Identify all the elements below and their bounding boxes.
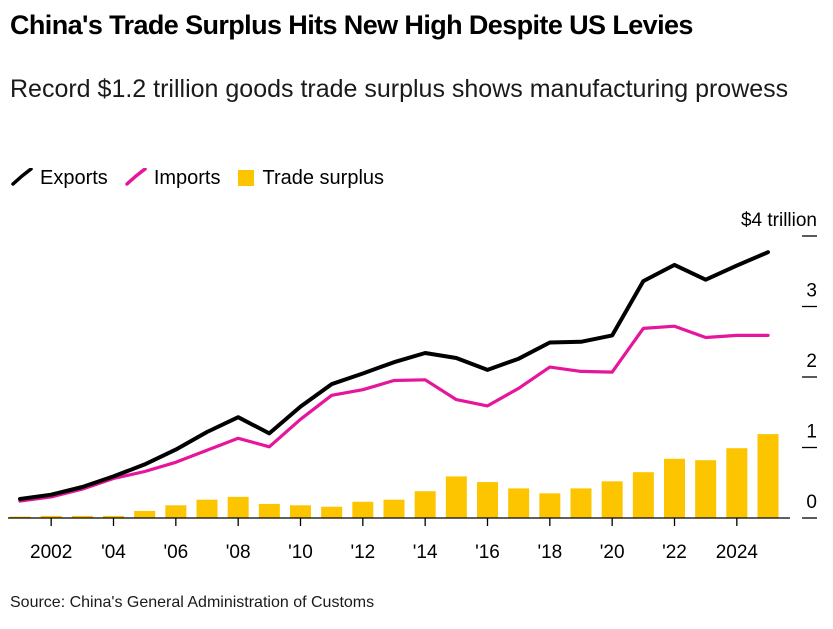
x-tick-label: 2002 <box>30 542 72 563</box>
surplus-bar <box>445 476 467 518</box>
chart-title: China's Trade Surplus Hits New High Desp… <box>10 10 693 40</box>
surplus-bar <box>196 499 218 518</box>
chart-subtitle: Record $1.2 trillion goods trade surplus… <box>10 75 789 103</box>
source-note: Source: China's General Administration o… <box>10 594 375 611</box>
legend-item-exports: Exports <box>10 167 108 190</box>
surplus-bar <box>601 481 623 518</box>
exports-swatch-line <box>11 168 33 186</box>
surplus-bar <box>321 506 343 518</box>
imports-swatch-line <box>125 168 147 186</box>
x-tick-label: '20 <box>600 542 625 563</box>
surplus-bar <box>71 515 93 518</box>
surplus-bar <box>757 434 779 518</box>
exports-swatch-icon <box>11 168 33 186</box>
x-tick-label: '12 <box>350 542 375 563</box>
x-tick-label: '16 <box>475 542 500 563</box>
surplus-bar <box>414 491 436 518</box>
surplus-bar <box>103 515 124 518</box>
surplus-bar <box>632 472 654 518</box>
surplus-bar <box>477 482 498 518</box>
y-tick-label: 2 <box>806 351 817 372</box>
imports-swatch-icon <box>125 168 147 186</box>
legend: Exports Imports Trade surplus <box>10 164 400 192</box>
surplus-bar <box>40 515 62 518</box>
surplus-bar <box>508 488 530 518</box>
surplus-bar <box>539 493 561 518</box>
chart-plot: 0 1 2 3 $4 trillion 2002 '04 '06 '08 '10 '12 '14 '16… <box>8 210 817 563</box>
surplus-bar <box>258 503 280 518</box>
surplus-bar <box>695 460 717 518</box>
surplus-bar <box>726 448 748 518</box>
legend-item-imports: Imports <box>124 167 221 190</box>
surplus-bar <box>352 501 374 518</box>
surplus-bar <box>570 488 592 518</box>
surplus-bar <box>9 516 31 518</box>
x-tick-label: '10 <box>288 542 313 563</box>
legend-label-imports: Imports <box>153 166 221 189</box>
x-tick-label: '06 <box>163 542 188 563</box>
x-tick-label: '04 <box>101 542 126 563</box>
imports-line <box>18 324 770 503</box>
surplus-bar <box>664 458 685 518</box>
surplus-bar <box>290 505 311 518</box>
x-tick-label: 2024 <box>716 542 759 563</box>
surplus-bar <box>165 505 187 518</box>
surplus-swatch-square <box>237 170 254 186</box>
surplus-swatch-icon <box>237 170 254 186</box>
y-tick-label: $4 trillion <box>741 210 817 231</box>
surplus-bar <box>227 496 249 518</box>
surplus-bar <box>383 499 405 518</box>
legend-label-exports: Exports <box>40 166 108 189</box>
exports-line <box>18 250 770 501</box>
legend-label-surplus: Trade surplus <box>262 166 385 189</box>
y-tick-label: 1 <box>806 422 817 443</box>
x-tick-label: '14 <box>413 542 438 563</box>
legend-item-surplus: Trade surplus <box>237 166 385 190</box>
y-tick-label: 3 <box>806 281 817 302</box>
x-tick-label: '22 <box>662 542 687 563</box>
surplus-bar <box>134 510 156 518</box>
y-tick-label: 0 <box>806 492 817 513</box>
x-tick-label: '08 <box>226 542 251 563</box>
x-tick-label: '18 <box>537 542 562 563</box>
